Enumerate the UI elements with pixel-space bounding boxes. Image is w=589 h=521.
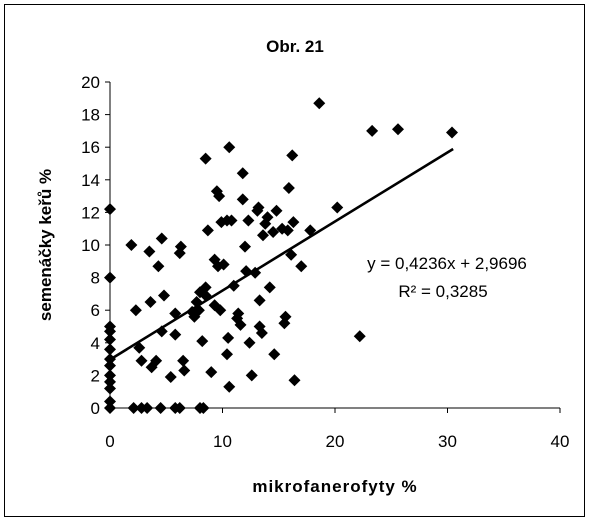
data-point (104, 343, 116, 356)
data-point (201, 224, 214, 237)
data-point (144, 296, 157, 309)
y-tick-label: 20 (81, 73, 100, 92)
x-tick-label: 0 (105, 432, 114, 451)
data-point (177, 354, 190, 367)
y-tick-label: 16 (81, 138, 100, 157)
data-point (129, 304, 142, 317)
data-point (141, 402, 154, 414)
data-point (197, 402, 210, 414)
y-tick-label: 8 (91, 269, 100, 288)
data-point (261, 211, 274, 224)
data-point (169, 328, 182, 341)
data-point (173, 402, 186, 414)
data-point (331, 201, 344, 214)
chart-title: Obr. 21 (266, 37, 324, 56)
x-tick-label: 20 (326, 432, 345, 451)
data-point (150, 354, 163, 367)
data-point (199, 152, 212, 165)
data-point (104, 203, 116, 216)
data-points (104, 97, 458, 414)
y-tick-label: 4 (91, 334, 100, 353)
data-point (236, 193, 249, 206)
data-point (239, 240, 251, 253)
data-point (158, 289, 170, 302)
data-point (232, 307, 245, 320)
data-point (267, 225, 280, 238)
data-point (225, 214, 238, 227)
y-tick-label: 2 (91, 366, 100, 385)
data-point (143, 245, 156, 258)
data-point (104, 359, 116, 372)
x-tick-labels: 0 10 20 30 40 (105, 408, 569, 451)
trendline (109, 147, 454, 361)
x-tick-label: 30 (438, 432, 457, 451)
data-point (366, 124, 379, 137)
data-point (164, 371, 177, 384)
data-point (217, 258, 230, 271)
trendline-r2: R² = 0,3285 (398, 282, 487, 301)
y-tick-label: 6 (91, 301, 100, 320)
data-point (178, 364, 191, 377)
data-point (288, 374, 301, 387)
data-point (199, 281, 212, 294)
chart-area (4, 4, 585, 517)
data-point (242, 214, 255, 227)
data-point (295, 260, 308, 273)
data-point (104, 320, 116, 333)
data-point (253, 294, 266, 307)
data-point (252, 201, 265, 214)
trendline-equation: y = 0,4236x + 2,9696 (367, 254, 527, 273)
data-point (257, 229, 269, 242)
data-point (104, 369, 116, 382)
y-axis-label: semenáčky keřů % (36, 169, 55, 321)
y-tick-label: 14 (81, 171, 100, 190)
data-point (353, 330, 366, 343)
data-point (104, 402, 116, 414)
data-point (222, 331, 235, 344)
x-axis-label: mikrofanerofyty % (252, 477, 417, 496)
data-point (446, 126, 458, 139)
data-point (279, 310, 292, 323)
data-point (313, 97, 326, 110)
data-point (270, 204, 283, 217)
data-point (104, 375, 116, 388)
data-point (104, 395, 116, 408)
y-tick-label: 18 (81, 106, 100, 125)
y-tick-label: 10 (81, 236, 100, 255)
data-point (255, 327, 268, 340)
data-point (104, 271, 116, 284)
data-point (236, 167, 249, 180)
data-point (282, 181, 295, 194)
data-point (155, 232, 168, 245)
data-point (223, 380, 236, 393)
y-tick-label: 12 (81, 203, 100, 222)
data-point (135, 354, 148, 367)
y-tick-label: 0 (91, 399, 100, 418)
data-point (268, 348, 281, 361)
data-point (221, 348, 233, 361)
data-point (263, 281, 276, 294)
x-tick-label: 10 (213, 432, 232, 451)
data-point (223, 141, 236, 154)
data-point (196, 335, 209, 348)
data-point (127, 402, 140, 414)
data-point (245, 369, 258, 382)
data-point (214, 304, 227, 317)
data-point (125, 239, 138, 251)
x-tick-label: 40 (551, 432, 570, 451)
data-point (243, 336, 256, 349)
data-point (152, 260, 165, 273)
data-point (281, 224, 294, 237)
data-point (286, 149, 299, 162)
data-point (174, 240, 187, 253)
data-point (104, 333, 116, 346)
data-point (234, 318, 247, 331)
data-point (104, 382, 116, 395)
data-point (287, 216, 300, 229)
data-point (154, 402, 167, 414)
data-point (213, 190, 226, 203)
data-point (392, 123, 404, 136)
data-point (205, 366, 218, 379)
